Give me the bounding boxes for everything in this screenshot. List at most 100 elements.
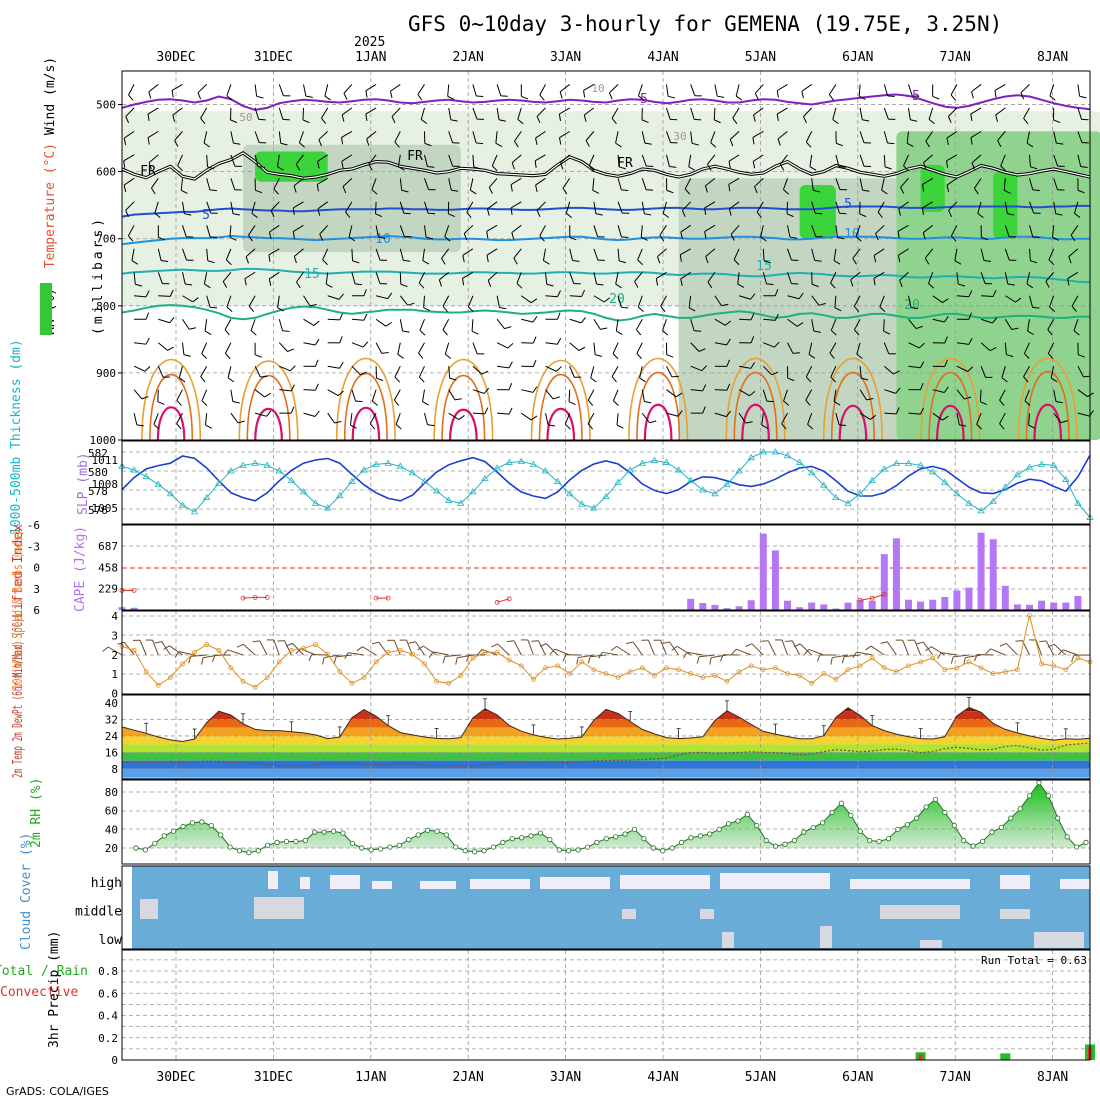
wind-barb: [636, 342, 643, 354]
wind-barb: [1053, 178, 1058, 190]
wind-barb-flag: [296, 281, 301, 289]
wind-barb-flag: [1001, 377, 1008, 383]
wind-barb: [1045, 271, 1055, 282]
wind-barb: [521, 295, 532, 304]
wind-barb: [705, 248, 716, 257]
wind-barb: [735, 84, 740, 97]
wind-speed-marker: [482, 649, 488, 655]
wind-barb-flag: [832, 119, 839, 125]
rh2m-marker: [434, 828, 440, 834]
wind-barb-flag: [761, 640, 769, 642]
wind-barb-flag: [448, 213, 455, 218]
cape-bar: [771, 550, 779, 610]
wind-barb: [956, 272, 959, 285]
rh2m-marker: [1064, 834, 1070, 840]
wind-barb-flag: [973, 188, 979, 195]
wind-barb: [497, 412, 510, 415]
wind-barb: [496, 107, 500, 120]
wind-barb: [782, 178, 788, 190]
thickness-marker: [1001, 483, 1010, 490]
wind-barb-flag: [749, 390, 756, 397]
wind-barb: [733, 248, 740, 260]
wind-barb: [545, 365, 557, 372]
thickness-marker: [166, 490, 175, 497]
warm-isotherm: [538, 374, 583, 441]
wind-barb-flag: [558, 113, 561, 121]
wind-barb: [182, 272, 186, 285]
cape-bar: [747, 600, 755, 610]
wind-barb-flag: [212, 655, 216, 662]
wind-barb: [908, 295, 912, 308]
wind-barb: [177, 154, 183, 167]
wind-barb-flag: [230, 119, 238, 124]
thickness-marker: [517, 457, 526, 464]
wind-barb-flag: [188, 327, 197, 330]
thickness-marker: [916, 461, 925, 468]
contour-label: 5: [202, 208, 210, 223]
lifted-index-ylabel: Lifted Index: [11, 524, 26, 618]
wind-barb-flag: [918, 342, 925, 349]
wind-barb-flag: [530, 298, 538, 304]
wind-barb-flag: [442, 305, 448, 312]
rh-shading: [993, 171, 1018, 239]
wind-barb: [662, 201, 667, 214]
wind-barb-flag: [534, 160, 537, 168]
wind-barb: [612, 389, 619, 401]
wind-speed-marker: [264, 675, 270, 680]
wind-barb-flag: [174, 651, 180, 658]
wind-barb-flag: [694, 330, 702, 332]
wind-barb: [858, 84, 861, 97]
temp-band: [122, 727, 1090, 736]
wind-barb-flag: [572, 259, 580, 262]
wind-barb-flag: [641, 119, 649, 124]
wind-barb: [1023, 365, 1030, 377]
wind-barb-flag: [565, 212, 573, 219]
wind-barb: [248, 295, 256, 307]
wind-barb: [1005, 295, 1016, 303]
wind-barb: [922, 201, 933, 209]
wind-barb-flag: [403, 259, 411, 262]
thickness-marker: [565, 490, 574, 497]
wind-barb-flag: [580, 317, 586, 324]
thickness-marker: [880, 465, 889, 472]
wind-barb-flag: [1078, 354, 1085, 358]
wind-barb: [521, 412, 532, 421]
rh2m-marker: [161, 833, 167, 839]
wind-barb: [395, 412, 401, 425]
wind-barb: [973, 178, 982, 189]
wind-speed-marker: [531, 677, 536, 682]
wind-barb-flag: [517, 118, 524, 125]
wind-barb: [424, 201, 429, 214]
wind-barb-flag: [378, 236, 386, 239]
wind-barb-flag: [666, 189, 674, 194]
wind-speed-marker: [797, 673, 802, 678]
cape-bar: [711, 604, 719, 610]
temp-ytick-label: 24: [105, 730, 119, 743]
wind-barb: [1052, 225, 1055, 238]
wind-barb: [883, 131, 888, 144]
rh2m-marker: [820, 820, 826, 826]
wind-barb: [303, 342, 316, 346]
wind-barb: [666, 107, 671, 120]
thickness-marker: [154, 480, 163, 487]
wind-barb-flag: [203, 142, 211, 148]
wind-barb-flag: [1068, 256, 1072, 264]
wind-barb: [1049, 295, 1055, 308]
wind-barb: [424, 225, 427, 238]
thickness-marker: [142, 472, 150, 480]
wind-barb: [295, 154, 304, 165]
date-label-top: 3JAN: [550, 50, 581, 65]
wind-barb-flag: [944, 359, 948, 367]
thickness-marker: [469, 488, 477, 495]
wind-barb: [565, 201, 571, 214]
rh2m-marker: [246, 850, 252, 856]
wind-barb-flag: [637, 306, 644, 313]
thickness-ytick-label: 582: [88, 447, 108, 460]
wind-barb-flag: [442, 329, 448, 336]
wind-barb-flag: [362, 341, 369, 348]
wind-barb: [391, 107, 401, 117]
wind-barb: [375, 318, 387, 327]
wind-barb-flag: [473, 166, 481, 170]
wind-barb: [273, 178, 280, 190]
rh2m-ylabel: 2m RH (%): [29, 778, 44, 848]
